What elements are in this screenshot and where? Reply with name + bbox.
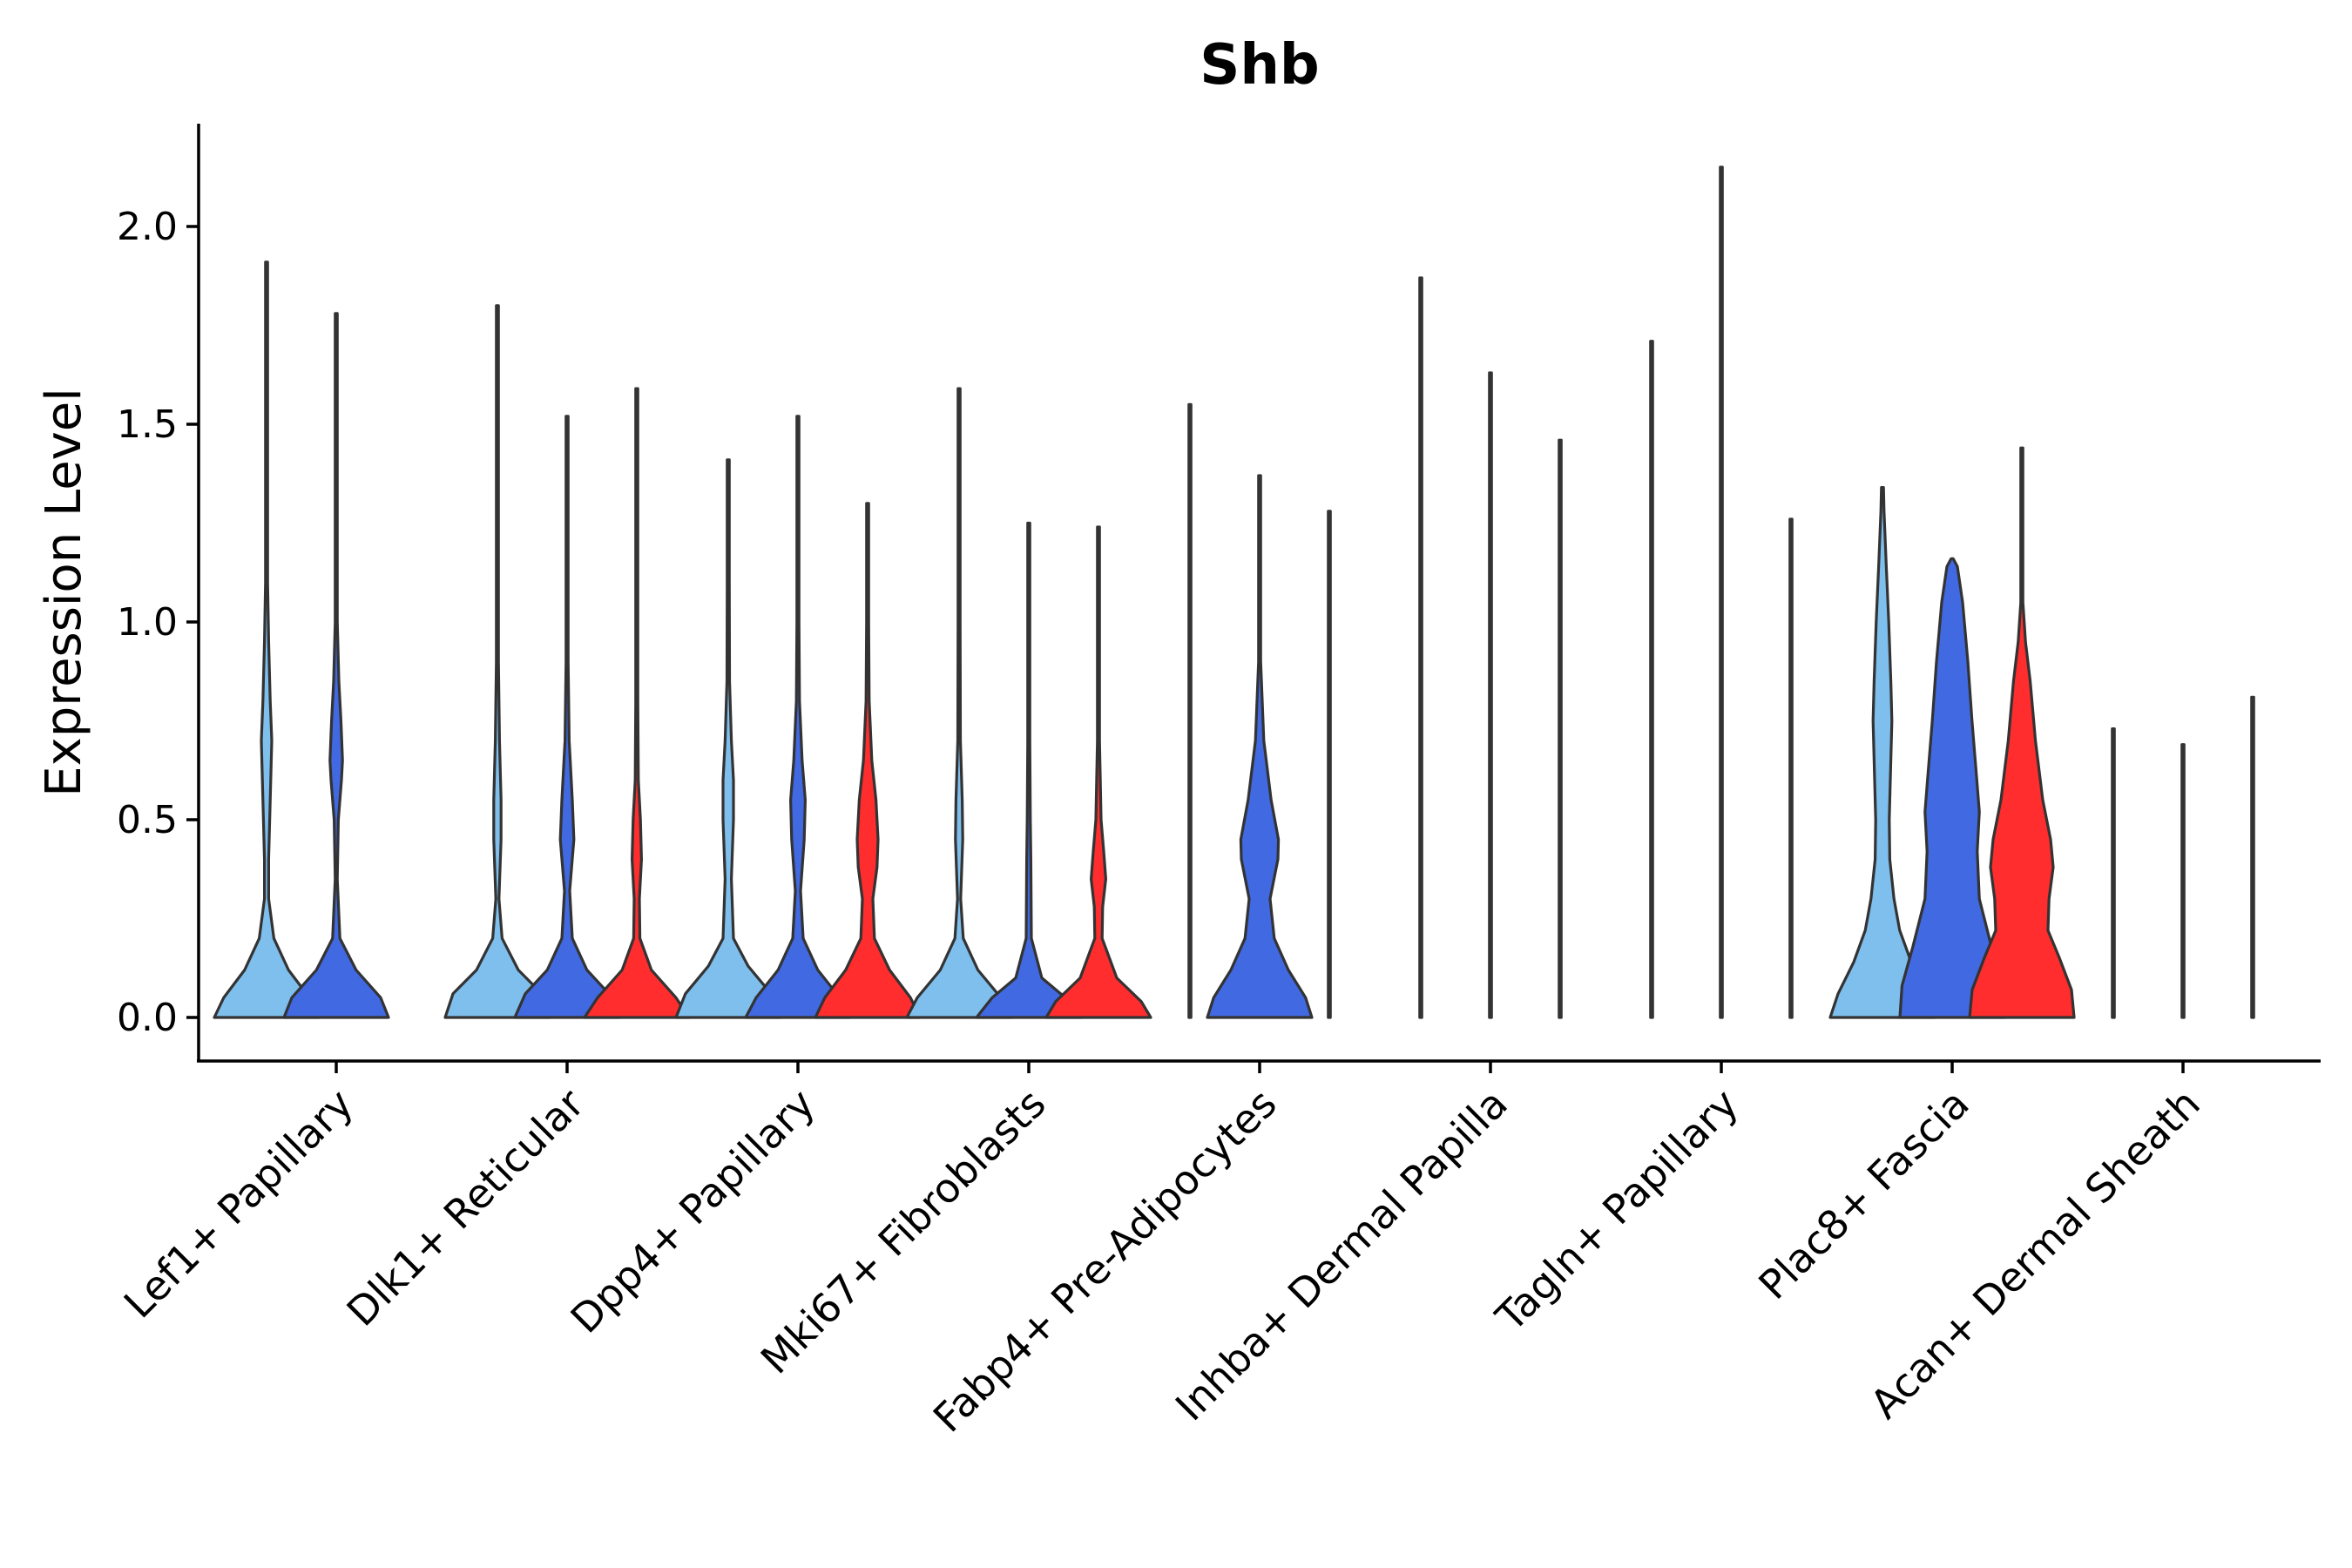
violin-group2 bbox=[1488, 371, 1493, 1019]
violin-group3 bbox=[1968, 446, 2076, 1019]
violin-group3 bbox=[814, 502, 922, 1019]
violin-group3 bbox=[1044, 525, 1152, 1019]
violin-group1 bbox=[1649, 340, 1654, 1019]
violin-group2 bbox=[744, 415, 852, 1019]
y-tick-label: 0.0 bbox=[117, 996, 178, 1040]
violin-group2 bbox=[2180, 743, 2186, 1019]
x-tick-label: Plac8+ Fascia bbox=[1749, 1080, 1977, 1308]
y-tick-label: 1.0 bbox=[117, 600, 178, 645]
violin-group2 bbox=[282, 312, 390, 1019]
violin-group1 bbox=[443, 304, 551, 1019]
violin-group1 bbox=[1187, 402, 1193, 1019]
violin-group1 bbox=[674, 458, 782, 1019]
violin-group2 bbox=[1719, 166, 1724, 1019]
y-axis-label: Expression Level bbox=[36, 388, 92, 797]
violin-group1 bbox=[213, 260, 321, 1019]
x-tick-label: Lef1+ Papillary bbox=[115, 1080, 362, 1328]
y-axis-ticks: 0.0 0.5 1.0 1.5 2.0 bbox=[117, 205, 199, 1040]
y-tick-label: 1.5 bbox=[117, 402, 178, 447]
y-tick-label: 0.5 bbox=[117, 798, 178, 842]
x-tick-label: Tagln+ Papillary bbox=[1486, 1080, 1747, 1342]
violin-group2 bbox=[975, 521, 1083, 1019]
violin-group3 bbox=[1327, 510, 1332, 1019]
violin-group2 bbox=[1206, 474, 1314, 1019]
violin-group3 bbox=[583, 387, 691, 1019]
violin-group2 bbox=[1898, 557, 2006, 1019]
y-tick-label: 2.0 bbox=[117, 205, 178, 249]
x-tick-label: Dpp4+ Papillary bbox=[562, 1080, 824, 1342]
violin-group3 bbox=[1558, 438, 1563, 1019]
violin-group1 bbox=[1828, 486, 1936, 1019]
violin-group1 bbox=[1418, 276, 1423, 1019]
x-tick-label: Dlk1+ Reticular bbox=[338, 1080, 593, 1335]
violin-group3 bbox=[2250, 695, 2255, 1019]
violin-group3 bbox=[1788, 517, 1794, 1019]
violin-group2 bbox=[513, 415, 621, 1019]
violins-layer bbox=[213, 166, 2255, 1019]
violin-group1 bbox=[905, 387, 1013, 1019]
violin-group1 bbox=[2111, 727, 2116, 1019]
chart-title: Shb bbox=[1200, 33, 1319, 98]
